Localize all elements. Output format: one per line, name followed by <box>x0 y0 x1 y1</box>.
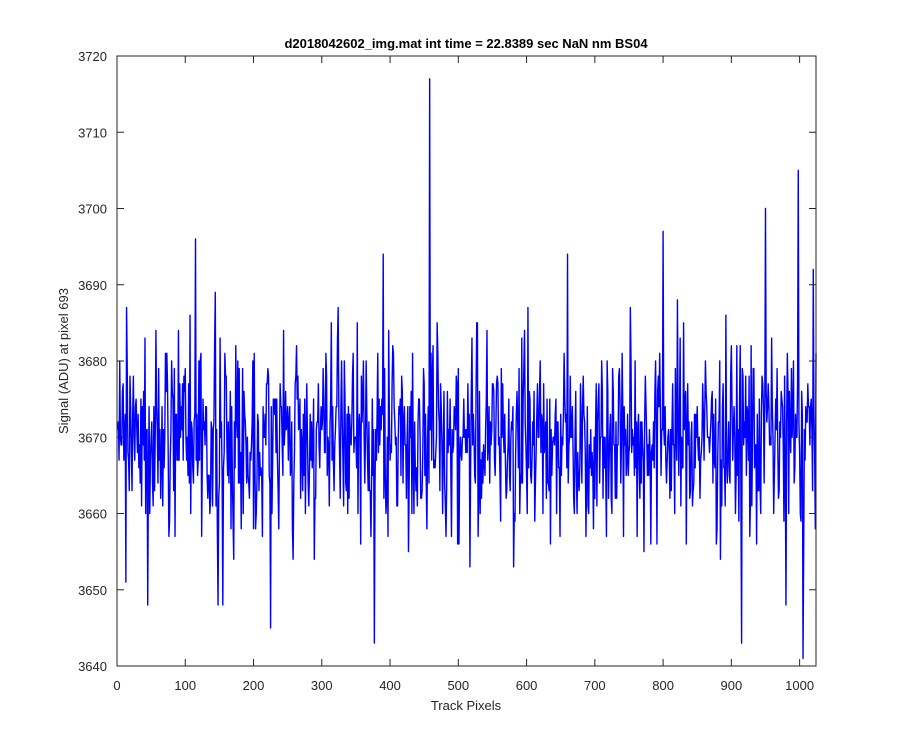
x-tick-label: 1000 <box>785 678 814 693</box>
x-tick-label: 200 <box>243 678 265 693</box>
y-axis-label: Signal (ADU) at pixel 693 <box>56 288 71 434</box>
x-tick-label: 100 <box>174 678 196 693</box>
y-tick-label: 3640 <box>78 659 107 674</box>
x-tick-label: 800 <box>652 678 674 693</box>
x-tick-label: 500 <box>447 678 469 693</box>
y-tick-label: 3700 <box>78 202 107 217</box>
y-tick-label: 3690 <box>78 278 107 293</box>
y-tick-label: 3660 <box>78 507 107 522</box>
y-tick-label: 3650 <box>78 583 107 598</box>
x-axis-label: Track Pixels <box>431 698 502 713</box>
x-tick-label: 400 <box>379 678 401 693</box>
y-tick-label: 3680 <box>78 354 107 369</box>
y-tick-label: 3710 <box>78 125 107 140</box>
signal-series-line <box>116 78 817 660</box>
plot-area <box>117 56 816 666</box>
x-tick-label: 0 <box>113 678 120 693</box>
y-tick-label: 3670 <box>78 430 107 445</box>
chart-title: d2018042602_img.mat int time = 22.8389 s… <box>284 36 648 51</box>
x-tick-label: 900 <box>721 678 743 693</box>
y-tick-label: 3720 <box>78 49 107 64</box>
x-tick-label: 700 <box>584 678 606 693</box>
x-tick-label: 600 <box>516 678 538 693</box>
x-tick-label: 300 <box>311 678 333 693</box>
